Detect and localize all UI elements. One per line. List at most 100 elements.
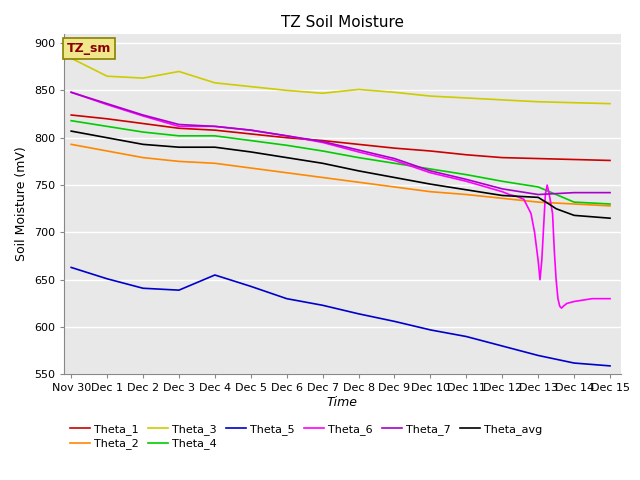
Theta_6 [548,211,556,216]
Theta_3 [103,73,111,79]
Theta_avg [552,206,560,212]
Theta_3 [247,84,255,89]
Theta_6 [499,189,506,194]
Theta_1 [390,145,398,151]
Theta_6 [554,296,562,301]
Theta_avg [103,135,111,141]
Theta_7 [139,112,147,118]
Theta_6 [139,113,147,119]
Theta_2 [211,160,219,166]
Theta_avg [427,181,435,187]
Theta_5 [319,302,326,308]
Theta_6 [538,258,546,264]
Theta_2 [570,201,578,207]
Theta_4 [463,172,470,178]
Theta_avg [545,201,553,207]
Line: Theta_4: Theta_4 [71,120,610,204]
Theta_avg [175,144,183,150]
Theta_2 [319,175,326,180]
Theta_2 [283,170,291,176]
Theta_6 [563,300,571,306]
Line: Theta_2: Theta_2 [71,144,610,206]
Theta_6 [536,277,544,283]
Theta_3 [175,69,183,74]
Theta_avg [139,142,147,147]
Theta_7 [211,123,219,129]
Theta_4 [499,179,506,184]
Theta_3 [319,90,326,96]
Theta_avg [319,160,326,166]
Theta_5 [606,363,614,369]
Theta_7 [463,177,470,182]
Theta_avg [463,187,470,192]
Theta_5 [355,311,362,317]
Theta_5 [427,327,435,333]
Theta_3 [211,80,219,86]
X-axis label: Time: Time [327,396,358,409]
Theta_1 [570,156,578,162]
Theta_1 [139,120,147,126]
Theta_avg [570,213,578,218]
Theta_7 [247,127,255,133]
Theta_4 [139,129,147,135]
Theta_4 [390,160,398,166]
Theta_2 [67,142,75,147]
Theta_1 [463,152,470,157]
Theta_avg [355,168,362,174]
Theta_6 [588,296,596,301]
Theta_4 [211,133,219,139]
Theta_4 [319,148,326,154]
Theta_avg [499,192,506,198]
Theta_3 [67,55,75,61]
Line: Theta_7: Theta_7 [71,92,610,194]
Theta_6 [103,102,111,108]
Theta_4 [67,118,75,123]
Line: Theta_6: Theta_6 [71,92,610,308]
Theta_6 [534,258,542,264]
Theta_4 [427,166,435,172]
Theta_avg [211,144,219,150]
Theta_3 [427,93,435,99]
Theta_4 [247,138,255,144]
Theta_2 [427,189,435,194]
Theta_2 [534,199,542,205]
Theta_4 [175,133,183,139]
Theta_3 [355,86,362,92]
Theta_6 [427,170,435,176]
Theta_6 [355,149,362,155]
Theta_6 [527,211,535,216]
Theta_5 [283,296,291,301]
Theta_6 [506,192,513,197]
Theta_5 [499,343,506,349]
Line: Theta_5: Theta_5 [71,267,610,366]
Theta_7 [570,190,578,195]
Theta_4 [606,201,614,207]
Theta_6 [543,182,551,188]
Theta_5 [463,334,470,339]
Theta_5 [211,272,219,278]
Theta_5 [570,360,578,366]
Theta_1 [211,127,219,133]
Theta_7 [534,192,542,197]
Theta_7 [103,101,111,107]
Theta_2 [103,148,111,154]
Theta_6 [540,225,547,230]
Theta_2 [175,158,183,164]
Theta_1 [283,135,291,141]
Theta_4 [283,143,291,148]
Theta_6 [552,277,560,283]
Title: TZ Soil Moisture: TZ Soil Moisture [281,15,404,30]
Theta_avg [283,155,291,160]
Theta_6 [559,303,567,309]
Text: TZ_sm: TZ_sm [67,42,111,55]
Theta_3 [499,97,506,103]
Theta_6 [463,179,470,184]
Theta_2 [390,184,398,190]
Theta_3 [283,87,291,93]
Line: Theta_1: Theta_1 [71,115,610,160]
Theta_1 [534,156,542,161]
Theta_avg [247,149,255,155]
Theta_4 [103,123,111,129]
Theta_7 [175,121,183,127]
Theta_1 [606,157,614,163]
